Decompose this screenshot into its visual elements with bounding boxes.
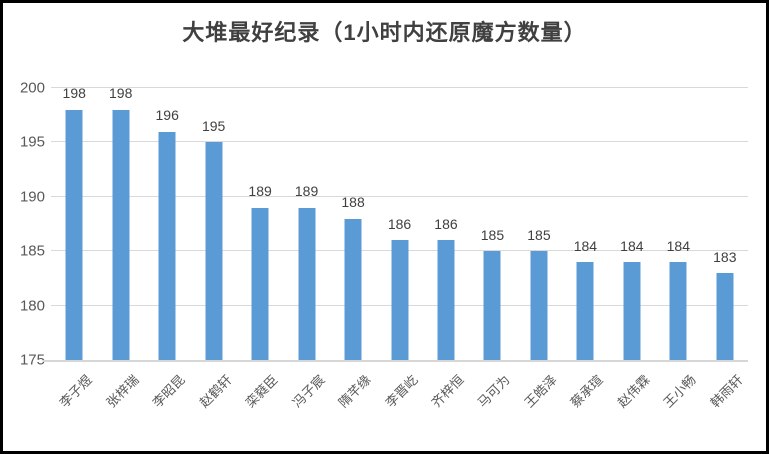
x-category-label: 蔡承瑄 — [567, 372, 607, 411]
bar — [669, 262, 687, 360]
bar — [251, 207, 269, 360]
bar-group: 185 王皓泽 — [516, 88, 562, 410]
bar — [112, 109, 130, 360]
bar-value-label: 185 — [527, 226, 551, 243]
x-category-label: 李子煜 — [56, 372, 95, 411]
bar-group: 195 赵鹤轩 — [190, 88, 236, 410]
bar-group: 184 蔡承瑄 — [562, 88, 608, 411]
bar-group: 196 李昭昆 — [144, 88, 190, 410]
bar — [391, 240, 409, 360]
bar-value-label: 184 — [573, 237, 598, 254]
bar-value-label: 183 — [713, 248, 737, 265]
bar — [576, 262, 594, 360]
bars-container: 198 李子煜 198 张梓瑞 196 李昭昆 195 赵鹤轩 189 栾蕤臣 189 冯子宸 188 隋… — [51, 85, 748, 411]
bar — [483, 251, 501, 360]
y-tick-label: 180 — [19, 297, 45, 315]
bar-group: 185 马可为 — [469, 88, 515, 410]
bar-group: 186 齐梓恒 — [423, 88, 469, 410]
bar — [344, 218, 362, 360]
bar-value-label: 188 — [341, 194, 365, 211]
plot-area: 198 李子煜 198 张梓瑞 196 李昭昆 195 赵鹤轩 189 栾蕤臣 189 冯子宸 188 隋… — [43, 85, 748, 411]
y-tick-label: 200 — [19, 79, 45, 97]
bar-value-label: 189 — [294, 183, 319, 200]
x-category-label: 李昭昆 — [149, 372, 188, 411]
bar — [158, 131, 176, 360]
y-axis: 175 180 185 190 195 200 — [9, 81, 45, 368]
bar — [437, 240, 455, 360]
x-category-label: 冯子宸 — [289, 372, 328, 411]
bar — [623, 262, 641, 360]
bar-group: 198 张梓瑞 — [97, 85, 143, 410]
gridline — [51, 195, 748, 197]
bar — [530, 251, 548, 360]
bar-value-label: 198 — [62, 85, 86, 102]
x-category-label: 齐梓恒 — [428, 372, 467, 411]
bar — [298, 207, 316, 360]
x-category-label: 王皓泽 — [521, 372, 560, 411]
y-tick-label: 185 — [19, 242, 45, 260]
bar-group: 184 赵伟霖 — [609, 88, 655, 411]
bar-value-label: 186 — [434, 215, 458, 232]
gridline — [51, 141, 748, 143]
chart-title: 大堆最好纪录（1小时内还原魔方数量） — [182, 20, 587, 45]
x-category-label: 马可为 — [474, 372, 514, 411]
x-category-label: 赵伟霖 — [614, 372, 653, 411]
x-category-label: 王小畅 — [660, 372, 700, 411]
bar-value-label: 185 — [480, 226, 505, 243]
x-category-label: 韩雨轩 — [707, 372, 746, 411]
bar — [716, 272, 734, 360]
bar-value-label: 195 — [201, 118, 226, 135]
bar-group: 198 李子煜 — [51, 85, 97, 410]
bar — [205, 142, 223, 360]
x-category-label: 张梓瑞 — [103, 372, 142, 411]
bar — [65, 109, 83, 360]
bar-group: 188 隋芊缘 — [330, 88, 376, 410]
bar-group: 183 韩雨轩 — [702, 88, 748, 411]
x-category-label: 赵鹤轩 — [196, 372, 235, 411]
bar-value-label: 186 — [387, 215, 412, 232]
bar-value-label: 184 — [666, 237, 691, 254]
bar-value-label: 189 — [248, 183, 272, 200]
bar-group: 186 李晋屹 — [376, 88, 422, 410]
bar-group: 184 王小畅 — [655, 88, 701, 411]
x-category-label: 隋芊缘 — [335, 372, 374, 411]
bar-group: 189 冯子宸 — [283, 88, 329, 410]
gridline — [51, 87, 748, 88]
x-axis-line — [43, 360, 748, 362]
y-tick-label: 195 — [19, 133, 45, 151]
bar-group: 189 栾蕤臣 — [237, 88, 283, 410]
bar-value-label: 196 — [155, 107, 179, 124]
y-tick-label: 175 — [19, 351, 45, 369]
bar-value-label: 184 — [620, 237, 644, 254]
x-category-label: 栾蕤臣 — [242, 372, 281, 411]
x-category-label: 李晋屹 — [382, 372, 421, 411]
bar-value-label: 198 — [109, 85, 133, 102]
y-tick-label: 190 — [19, 188, 45, 206]
